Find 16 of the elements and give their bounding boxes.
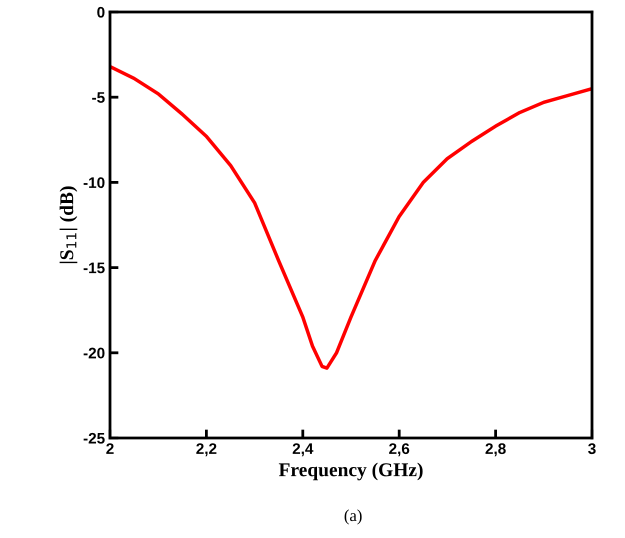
y-tick-label: -15 xyxy=(84,262,105,274)
y-tick-label: -10 xyxy=(84,177,105,188)
x-tick-label: 3 xyxy=(588,443,596,454)
y-axis-title: |S$_{11}$| (dB) xyxy=(60,186,78,264)
x-tick-label: 2,2 xyxy=(196,443,216,456)
text: (a) xyxy=(344,509,362,525)
x-tick-label: 2,8 xyxy=(486,443,506,456)
x-tick-label: 2,4 xyxy=(292,443,314,456)
line-series xyxy=(110,64,592,370)
x-axis-title: Frequency (GHz) xyxy=(278,462,423,480)
y-tick-label: -5 xyxy=(92,92,105,103)
y-tick-label: -20 xyxy=(84,348,105,358)
y-tick-label: 0 xyxy=(97,6,105,18)
x-tick-label: 2,6 xyxy=(389,443,410,456)
x-tick-label: 2 xyxy=(106,443,114,454)
y-tick-label: -25 xyxy=(84,432,105,444)
